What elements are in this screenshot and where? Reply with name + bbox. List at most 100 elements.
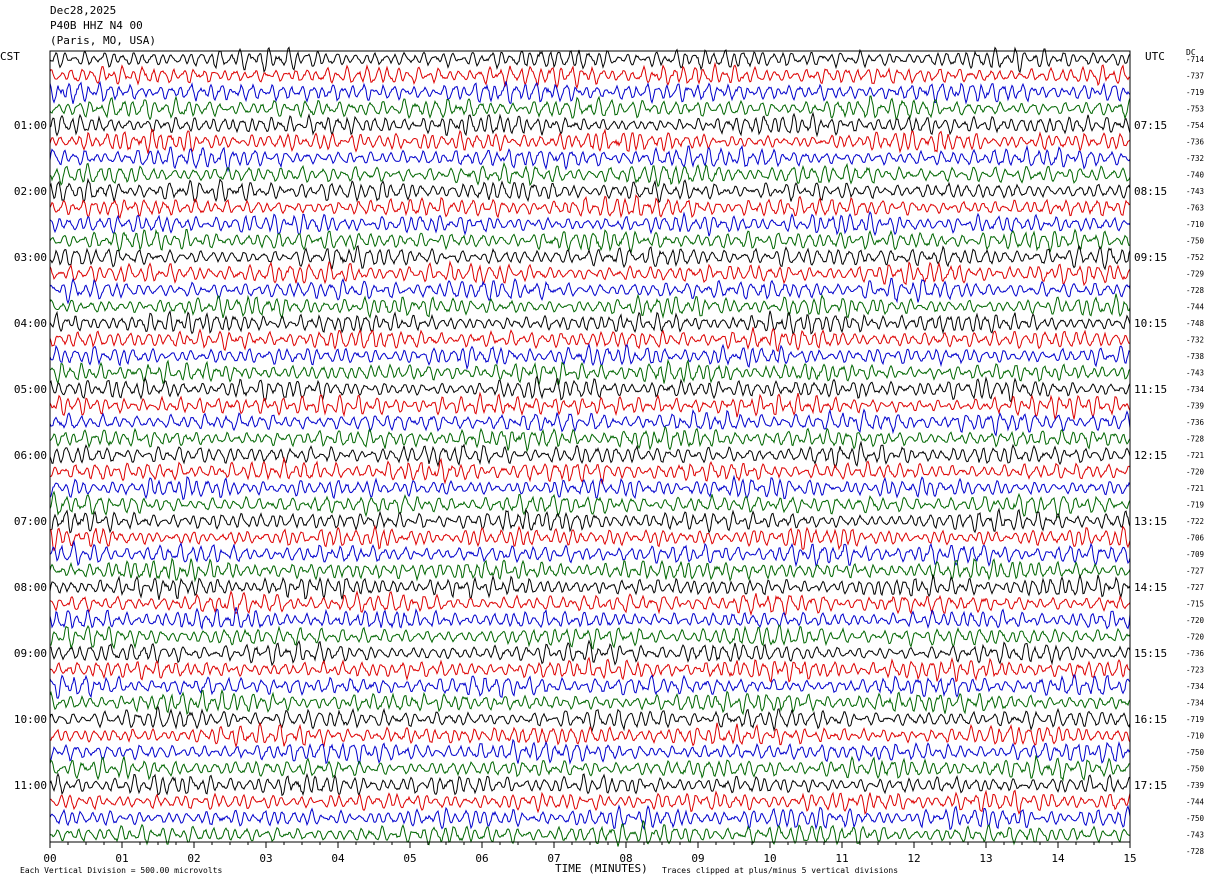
trace-35: [49, 624, 1131, 650]
trace-4: [49, 111, 1131, 138]
left-hour-label: 04:00: [14, 317, 47, 330]
dc-offset-value: -740: [1186, 171, 1205, 180]
left-hour-label: 09:00: [14, 647, 47, 660]
header-location: (Paris, MO, USA): [50, 34, 156, 47]
trace-28: [49, 507, 1131, 534]
left-hour-axis: 01:00 02:00 03:00 04:00 05:00 06:00 07:00 08:00…: [14, 119, 47, 792]
trace-43: [49, 755, 1131, 782]
dc-offset-value: -727: [1186, 567, 1204, 576]
trace-1: [49, 61, 1131, 90]
dc-offset-value: -750: [1186, 237, 1205, 246]
right-hour-label: 12:15: [1134, 449, 1167, 462]
dc-offset-value: -706: [1186, 534, 1205, 543]
trace-20: [49, 375, 1131, 403]
x-tick-label: 07: [547, 852, 560, 865]
dc-offset-value: -732: [1186, 336, 1204, 345]
x-tick-label: 13: [979, 852, 992, 865]
trace-42: [49, 738, 1131, 765]
dc-offset-value: -732: [1186, 154, 1204, 163]
dc-offset-value: -709: [1186, 550, 1204, 559]
trace-27: [49, 490, 1131, 519]
right-timezone-label: UTC: [1145, 50, 1165, 63]
header-date: Dec28,2025: [50, 4, 117, 17]
x-tick-label: 14: [1051, 852, 1065, 865]
trace-23: [49, 425, 1131, 453]
left-timezone-label: CST: [0, 50, 20, 63]
trace-26: [49, 474, 1131, 501]
right-hour-label: 17:15: [1134, 779, 1167, 792]
dc-offset-value: -728: [1186, 847, 1205, 856]
x-tick-label: 00: [43, 852, 56, 865]
dc-offset-value: -744: [1186, 303, 1205, 312]
trace-10: [49, 210, 1131, 237]
dc-offset-value: -715: [1186, 600, 1204, 609]
right-hour-label: 14:15: [1134, 581, 1167, 594]
right-hour-label: 07:15: [1134, 119, 1167, 132]
trace-36: [49, 639, 1131, 667]
dc-offset-value: -736: [1186, 418, 1205, 427]
trace-5: [49, 128, 1131, 154]
x-tick-label: 05: [403, 852, 416, 865]
right-hour-label: 10:15: [1134, 317, 1167, 330]
trace-11: [49, 228, 1131, 255]
dc-offset-value: -748: [1186, 319, 1205, 328]
trace-21: [49, 391, 1131, 421]
dc-offset-value: -720: [1186, 616, 1205, 625]
dc-offset-value: -754: [1186, 121, 1205, 130]
trace-24: [49, 440, 1131, 469]
right-hour-label: 13:15: [1134, 515, 1167, 528]
dc-offset-value: -729: [1186, 270, 1204, 279]
trace-15: [49, 293, 1131, 320]
dc-offset-value: -728: [1186, 435, 1205, 444]
dc-offset-value: -743: [1186, 369, 1204, 378]
x-tick-label: 08: [619, 852, 632, 865]
dc-offset-value: -720: [1186, 633, 1205, 642]
trace-47: [49, 819, 1131, 847]
right-hour-label: 11:15: [1134, 383, 1167, 396]
dc-offset-value: -719: [1186, 501, 1204, 510]
trace-18: [49, 342, 1131, 371]
trace-40: [49, 705, 1131, 733]
x-tick-label: 04: [331, 852, 345, 865]
dc-offset-value: -710: [1186, 220, 1205, 229]
trace-14: [49, 277, 1131, 305]
left-hour-label: 03:00: [14, 251, 47, 264]
trace-39: [49, 688, 1131, 716]
dc-offset-column: -714 -737 -719 -753 -754 -736 -732 -740 -743 -763…: [1186, 55, 1205, 856]
right-hour-label: 16:15: [1134, 713, 1167, 726]
dc-offset-value: -738: [1186, 352, 1205, 361]
dc-offset-value: -750: [1186, 814, 1205, 823]
left-hour-label: 01:00: [14, 119, 47, 132]
x-tick-label: 03: [259, 852, 272, 865]
x-axis: 00 01 02 03 04 05 06 07 08 09 10 11 12 13 14 15: [43, 842, 1137, 865]
right-hour-label: 08:15: [1134, 185, 1167, 198]
dc-offset-value: -714: [1186, 55, 1205, 64]
dc-offset-value: -734: [1186, 385, 1205, 394]
trace-17: [49, 327, 1131, 353]
trace-0: [49, 46, 1131, 74]
left-hour-label: 06:00: [14, 449, 47, 462]
dc-offset-value: -763: [1186, 204, 1204, 213]
x-tick-label: 06: [475, 852, 488, 865]
trace-37: [49, 656, 1131, 683]
trace-33: [49, 590, 1131, 618]
trace-32: [49, 573, 1131, 600]
trace-9: [49, 194, 1131, 219]
right-hour-label: 09:15: [1134, 251, 1167, 264]
trace-44: [49, 772, 1131, 797]
left-hour-label: 10:00: [14, 713, 47, 726]
trace-16: [49, 309, 1131, 337]
clip-note: Traces clipped at plus/minus 5 vertical …: [662, 866, 899, 875]
dc-offset-value: -734: [1186, 699, 1205, 708]
dc-offset-value: -744: [1186, 798, 1205, 807]
x-axis-title: TIME (MINUTES): [555, 862, 648, 875]
dc-offset-value: -721: [1186, 451, 1204, 460]
dc-offset-value: -743: [1186, 187, 1204, 196]
right-hour-axis: 07:15 08:15 09:15 10:15 11:15 12:15 13:15 14:15…: [1134, 119, 1167, 792]
trace-25: [49, 456, 1131, 485]
left-hour-label: 07:00: [14, 515, 47, 528]
trace-31: [49, 557, 1131, 583]
x-tick-label: 09: [691, 852, 704, 865]
header-station: P40B HHZ N4 00: [50, 19, 143, 32]
